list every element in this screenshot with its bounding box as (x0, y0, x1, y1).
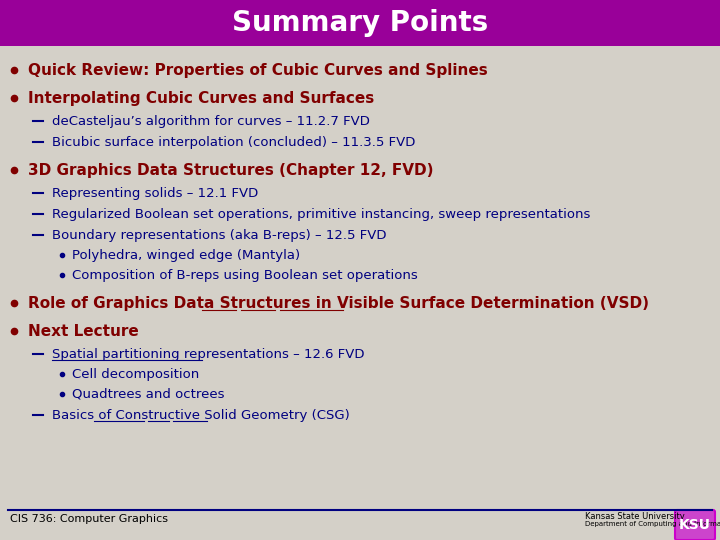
Text: Next Lecture: Next Lecture (28, 323, 139, 339)
Text: Bicubic surface interpolation (concluded) – 11.3.5 FVD: Bicubic surface interpolation (concluded… (52, 136, 415, 148)
Text: Quick Review: Properties of Cubic Curves and Splines: Quick Review: Properties of Cubic Curves… (28, 63, 487, 78)
Text: Kansas State University: Kansas State University (585, 512, 685, 521)
Text: Boundary representations (aka B-reps) – 12.5 FVD: Boundary representations (aka B-reps) – … (52, 228, 387, 241)
Text: Interpolating Cubic Curves and Surfaces: Interpolating Cubic Curves and Surfaces (28, 91, 374, 106)
FancyBboxPatch shape (675, 510, 715, 540)
Text: Regularized Boolean set operations, primitive instancing, sweep representations: Regularized Boolean set operations, prim… (52, 207, 590, 220)
Text: Role of Graphics Data Structures in Visible Surface Determination (VSD): Role of Graphics Data Structures in Visi… (28, 295, 649, 310)
Text: deCasteljau’s algorithm for curves – 11.2.7 FVD: deCasteljau’s algorithm for curves – 11.… (52, 114, 370, 127)
Text: Composition of B-reps using Boolean set operations: Composition of B-reps using Boolean set … (72, 269, 418, 282)
Text: KSU: KSU (679, 518, 711, 532)
Text: CIS 736: Computer Graphics: CIS 736: Computer Graphics (10, 514, 168, 524)
Text: Department of Computing and Information Sciences: Department of Computing and Information … (585, 521, 720, 527)
Text: Polyhedra, winged edge (Mantyla): Polyhedra, winged edge (Mantyla) (72, 249, 300, 262)
Text: Quadtrees and octrees: Quadtrees and octrees (72, 388, 225, 401)
Text: Cell decomposition: Cell decomposition (72, 368, 199, 381)
Text: Spatial partitioning representations – 12.6 FVD: Spatial partitioning representations – 1… (52, 348, 364, 361)
Text: Basics of Constructive Solid Geometry (CSG): Basics of Constructive Solid Geometry (C… (52, 409, 350, 422)
Bar (0, 0, 720, 46)
Text: Representing solids – 12.1 FVD: Representing solids – 12.1 FVD (52, 186, 258, 199)
Text: Summary Points: Summary Points (232, 9, 488, 37)
Text: 3D Graphics Data Structures (Chapter 12, FVD): 3D Graphics Data Structures (Chapter 12,… (28, 163, 433, 178)
